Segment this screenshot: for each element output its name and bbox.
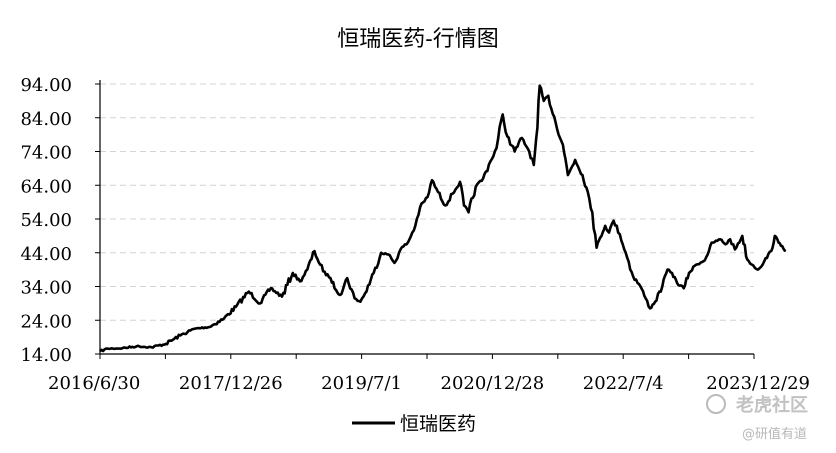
chart-title: 恒瑞医药-行情图	[337, 27, 498, 52]
y-tick-label: 94.00	[20, 75, 72, 96]
y-tick-label: 84.00	[20, 109, 72, 130]
x-tick-label: 2022/7/4	[583, 373, 664, 394]
x-tick-label: 2017/12/26	[179, 373, 283, 394]
watermark-site: 老虎社区	[736, 394, 808, 416]
x-tick-label: 2019/7/1	[321, 373, 402, 394]
y-tick-label: 54.00	[20, 210, 72, 231]
series-line-hengrui	[99, 84, 787, 353]
x-tick-label: 2023/12/29	[706, 373, 810, 394]
y-tick-label: 74.00	[20, 143, 72, 164]
tiger-logo-icon	[706, 394, 726, 414]
x-tick-label: 2016/6/30	[48, 373, 140, 394]
legend-label: 恒瑞医药	[400, 413, 476, 435]
y-tick-label: 64.00	[20, 176, 72, 197]
x-axis-ticks: 2016/6/30 2017/12/26 2019/7/1 2020/12/28 202…	[48, 354, 810, 394]
y-tick-label: 34.00	[20, 278, 72, 299]
y-tick-label: 14.00	[20, 345, 72, 366]
gridlines	[100, 83, 754, 321]
legend: 恒瑞医药	[352, 413, 476, 435]
axes	[99, 80, 754, 355]
watermark: 老虎社区 @研值有道	[706, 394, 808, 442]
y-tick-label: 24.00	[20, 311, 72, 332]
y-tick-label: 44.00	[20, 244, 72, 265]
x-tick-label: 2020/12/28	[441, 373, 545, 394]
watermark-author: @研值有道	[742, 426, 807, 442]
y-axis-ticks: 14.00 24.00 34.00 44.00 54.00 64.00 74.00 84.00…	[20, 75, 100, 366]
